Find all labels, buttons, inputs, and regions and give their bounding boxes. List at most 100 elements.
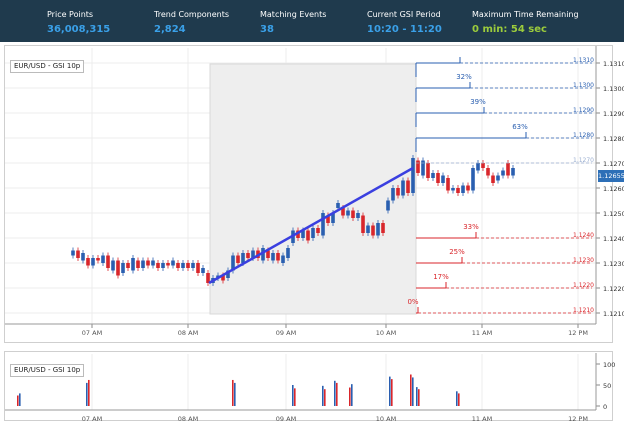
candle-up [461, 185, 465, 193]
level-pct-down: 33% [463, 223, 479, 231]
stat-matching-events: Matching Events 38 [260, 10, 326, 37]
stats-header: Price Points 36,008,315 Trend Components… [0, 0, 624, 42]
volume-bar [324, 389, 326, 406]
candle-down [306, 230, 310, 241]
volume-bar [410, 374, 412, 406]
candle-up [496, 175, 500, 181]
candle-up [81, 253, 85, 261]
candle-down [351, 210, 355, 218]
y-tick-label: 1.1300 [603, 85, 624, 93]
candle-down [236, 255, 240, 263]
candle-up [386, 200, 390, 211]
candle-down [481, 163, 485, 168]
candle-up [376, 223, 380, 236]
volume-y-tick-label: 100 [603, 361, 615, 369]
volume-bar [232, 379, 234, 406]
candle-up [431, 173, 435, 178]
candle-down [136, 260, 140, 268]
candle-up [501, 170, 505, 176]
candle-down [186, 263, 190, 268]
volume-bar [294, 388, 296, 406]
x-tick-label: 10 AM [376, 329, 396, 337]
x-tick-label: 09 AM [276, 329, 296, 337]
candle-up [141, 260, 145, 268]
y-tick-label: 1.1280 [603, 135, 624, 143]
stat-value: 0 min: 54 sec [472, 24, 547, 35]
price-chart-title: EUR/USD - GSI 10p [10, 60, 85, 73]
volume-bar [416, 387, 418, 406]
stat-value: 10:20 - 11:20 [367, 24, 442, 35]
candle-down [156, 263, 160, 268]
candle-up [286, 248, 290, 258]
volume-bar [86, 382, 88, 406]
stat-current-gsi-period: Current GSI Period 10:20 - 11:20 [367, 10, 442, 37]
volume-bar [418, 389, 420, 406]
volume-y-tick-label: 0 [603, 403, 607, 411]
candle-up [101, 255, 105, 263]
candle-down [246, 253, 250, 258]
stat-value: 36,008,315 [47, 24, 111, 35]
candle-up [231, 255, 235, 271]
volume-y-tick-label: 50 [603, 382, 611, 390]
candle-up [336, 203, 340, 208]
candle-down [446, 178, 450, 191]
volume-bar [456, 391, 458, 406]
y-tick-label: 1.1210 [603, 310, 624, 318]
volume-bar [88, 379, 90, 406]
candle-up [476, 163, 480, 171]
y-tick-label: 1.1310 [603, 60, 624, 68]
candle-up [471, 168, 475, 191]
candle-down [266, 250, 270, 258]
stat-label: Matching Events [260, 10, 327, 19]
level-price-up: 1.1280 [573, 132, 594, 139]
y-tick-label: 1.1230 [603, 260, 624, 268]
volume-bar [322, 385, 324, 406]
candle-up [441, 175, 445, 183]
candle-down [436, 173, 440, 183]
y-tick-label: 1.1270 [603, 160, 624, 168]
candle-up [201, 268, 205, 273]
level-price-down: 1.1220 [573, 282, 594, 289]
volume-chart-title: EUR/USD - GSI 10p [10, 364, 85, 377]
y-tick-label: 1.1260 [603, 185, 624, 193]
volume-x-tick-label: 11 AM [472, 415, 492, 423]
volume-chart-frame[interactable] [4, 351, 613, 421]
level-price-up: 1.1310 [573, 57, 594, 64]
candle-down [86, 258, 90, 266]
candle-up [301, 230, 305, 238]
candle-down [166, 263, 170, 266]
current-price-tag: 1.12655 [598, 170, 624, 182]
candle-down [426, 163, 430, 178]
stat-label: Maximum Time Remaining [472, 10, 579, 19]
candle-down [326, 215, 330, 223]
candle-down [466, 185, 470, 191]
candle-down [406, 180, 410, 193]
stat-label: Current GSI Period [367, 10, 441, 19]
volume-bar [334, 380, 336, 406]
level-pct-down: 0% [407, 298, 418, 306]
y-tick-label: 1.1250 [603, 210, 624, 218]
volume-bar [458, 393, 460, 406]
candle-up [331, 213, 335, 223]
candle-up [451, 188, 455, 191]
candle-up [391, 188, 395, 201]
volume-bar [234, 382, 236, 406]
level-pct-up: 39% [470, 98, 486, 106]
stat-value: 2,824 [154, 24, 186, 35]
candle-up [111, 260, 115, 271]
x-tick-label: 08 AM [178, 329, 198, 337]
candle-up [151, 260, 155, 266]
volume-x-tick-label: 10 AM [376, 415, 396, 423]
candle-down [96, 258, 100, 261]
y-tick-label: 1.1240 [603, 235, 624, 243]
stat-trend-components: Trend Components 2,824 [154, 10, 229, 37]
level-pct-down: 25% [449, 248, 465, 256]
level-pct-up: 32% [456, 73, 472, 81]
candle-up [346, 210, 350, 216]
y-tick-label: 1.1290 [603, 110, 624, 118]
candle-up [511, 168, 515, 176]
candle-down [316, 228, 320, 233]
candle-down [106, 255, 110, 268]
volume-bar [336, 382, 338, 406]
